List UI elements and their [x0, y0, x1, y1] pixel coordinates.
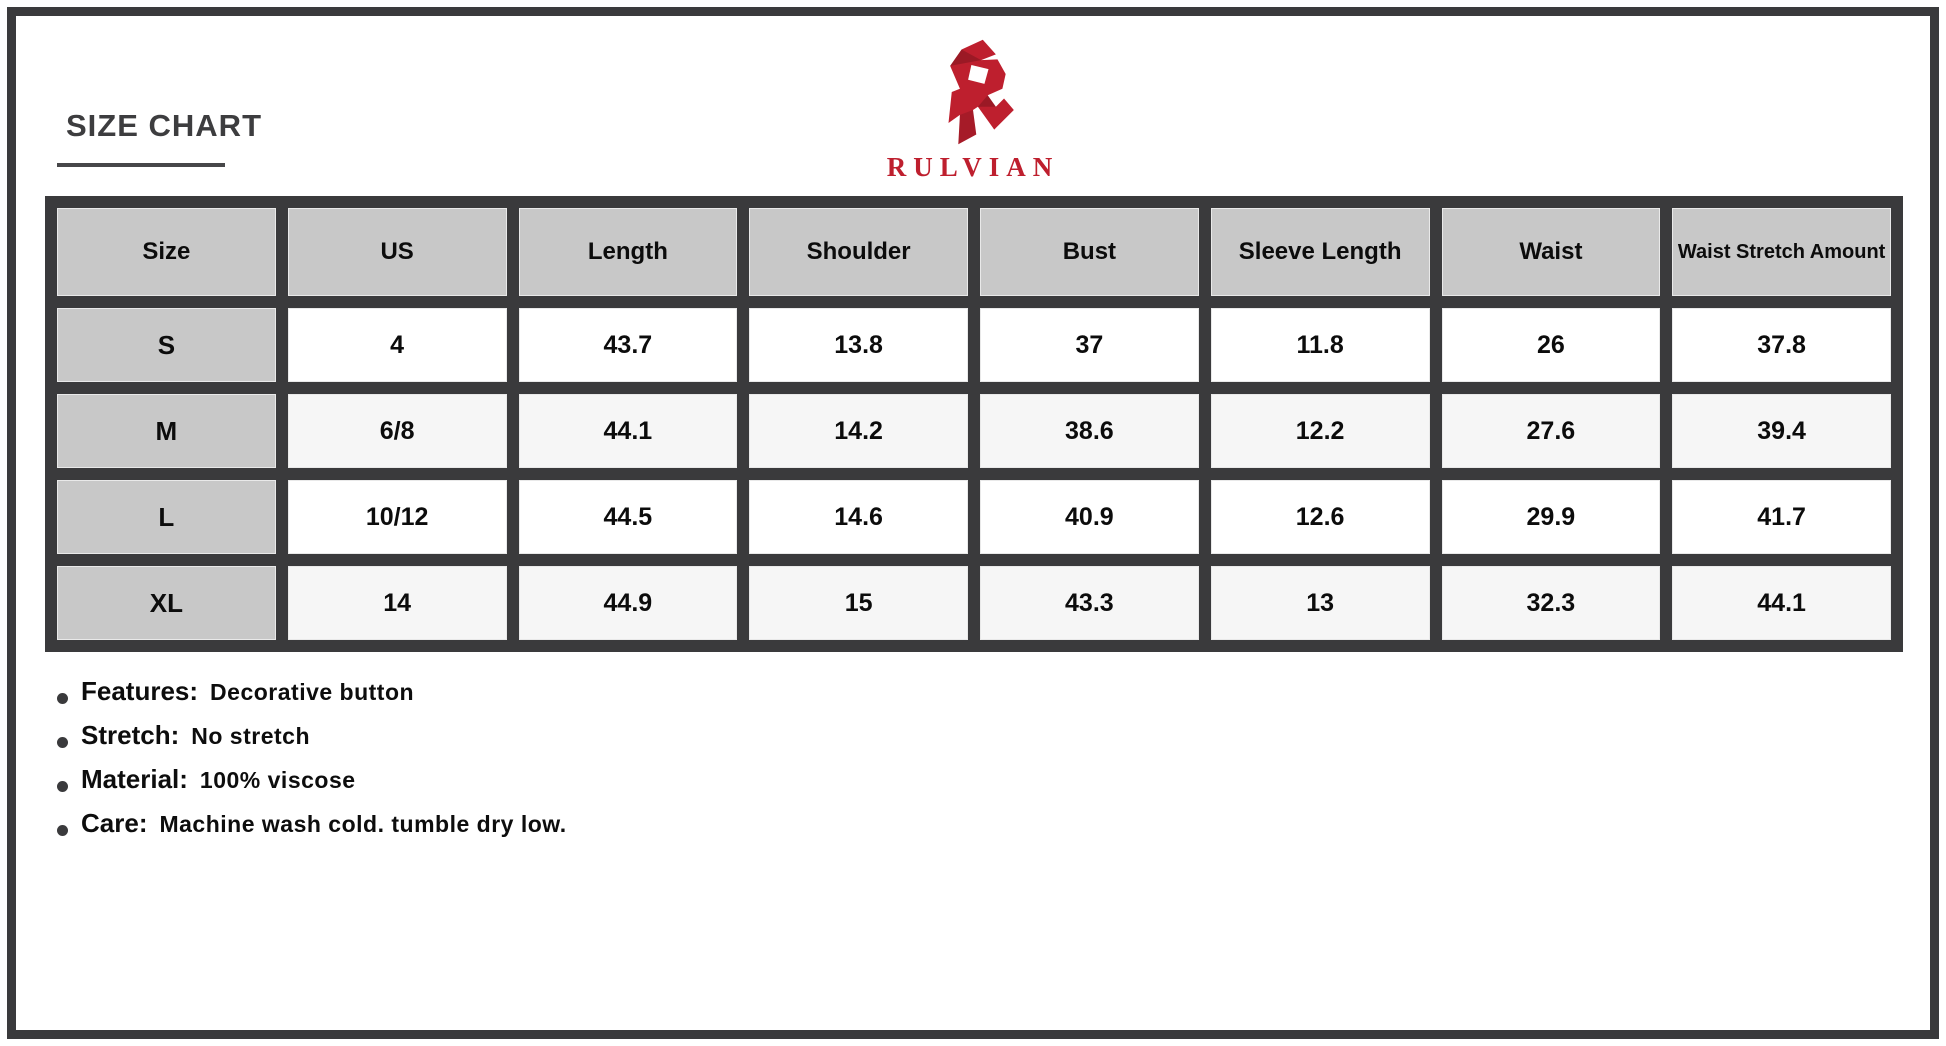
table-header-row: Size US Length Shoulder Bust Sleeve Leng…	[57, 208, 1891, 296]
bullet-icon	[57, 736, 68, 748]
size-label: L	[57, 480, 276, 554]
cell-waist: 26	[1441, 308, 1661, 382]
cell-waist-stretch: 41.7	[1672, 480, 1891, 554]
size-label: S	[57, 308, 276, 382]
detail-stretch: Stretch: No stretch	[57, 720, 567, 764]
cell-waist: 32.3	[1441, 566, 1661, 640]
cell-sleeve-length: 11.8	[1210, 308, 1430, 382]
page-title: SIZE CHART	[66, 108, 262, 143]
header-length: Length	[518, 208, 738, 296]
size-chart-table: Size US Length Shoulder Bust Sleeve Leng…	[45, 196, 1903, 652]
detail-care: Care: Machine wash cold. tumble dry low.	[57, 808, 567, 852]
table-row-s: S 4 43.7 13.8 37 11.8 26 37.8	[57, 308, 1891, 382]
cell-us: 6/8	[287, 394, 507, 468]
cell-sleeve-length: 12.6	[1210, 480, 1430, 554]
cell-waist-stretch: 37.8	[1672, 308, 1891, 382]
header-waist-stretch-amount: Waist Stretch Amount	[1672, 208, 1891, 296]
header-us: US	[287, 208, 507, 296]
header-shoulder: Shoulder	[749, 208, 968, 296]
header-sleeve-length: Sleeve Length	[1210, 208, 1430, 296]
detail-value: Decorative button	[210, 679, 415, 705]
bullet-icon	[57, 780, 68, 792]
cell-shoulder: 14.6	[749, 480, 968, 554]
table-row-m: M 6/8 44.1 14.2 38.6 12.2 27.6 39.4	[57, 394, 1891, 468]
detail-value: No stretch	[191, 723, 310, 749]
rulvian-r-logo-icon	[924, 38, 1022, 146]
cell-length: 44.9	[518, 566, 738, 640]
cell-shoulder: 14.2	[749, 394, 968, 468]
detail-label: Features:	[81, 676, 199, 706]
cell-sleeve-length: 13	[1210, 566, 1430, 640]
brand-logo: RULVIAN	[0, 38, 1946, 183]
table-row-xl: XL 14 44.9 15 43.3 13 32.3 44.1	[57, 566, 1891, 640]
cell-waist-stretch: 44.1	[1672, 566, 1891, 640]
cell-length: 44.1	[518, 394, 738, 468]
detail-material: Material: 100% viscose	[57, 764, 567, 808]
size-label: XL	[57, 566, 276, 640]
cell-bust: 37	[980, 308, 1199, 382]
detail-label: Care:	[81, 808, 148, 838]
cell-waist: 27.6	[1441, 394, 1661, 468]
detail-features: Features: Decorative button	[57, 676, 567, 720]
cell-bust: 38.6	[980, 394, 1199, 468]
size-label: M	[57, 394, 276, 468]
detail-label: Stretch:	[81, 720, 180, 750]
detail-value: 100% viscose	[199, 767, 356, 793]
cell-waist-stretch: 39.4	[1672, 394, 1891, 468]
cell-bust: 40.9	[980, 480, 1199, 554]
cell-length: 43.7	[518, 308, 738, 382]
cell-shoulder: 15	[749, 566, 968, 640]
detail-label: Material:	[81, 764, 188, 794]
cell-shoulder: 13.8	[749, 308, 968, 382]
product-details-list: Features: Decorative button Stretch: No …	[57, 676, 567, 852]
cell-us: 14	[287, 566, 507, 640]
brand-name: RULVIAN	[886, 152, 1060, 182]
cell-us: 4	[287, 308, 507, 382]
header-bust: Bust	[980, 208, 1199, 296]
cell-bust: 43.3	[980, 566, 1199, 640]
title-underline	[57, 163, 225, 167]
detail-value: Machine wash cold. tumble dry low.	[159, 811, 567, 837]
cell-waist: 29.9	[1441, 480, 1661, 554]
table-row-l: L 10/12 44.5 14.6 40.9 12.6 29.9 41.7	[57, 480, 1891, 554]
header-waist: Waist	[1441, 208, 1661, 296]
bullet-icon	[57, 824, 68, 836]
header-size: Size	[57, 208, 276, 296]
cell-length: 44.5	[518, 480, 738, 554]
cell-us: 10/12	[287, 480, 507, 554]
cell-sleeve-length: 12.2	[1210, 394, 1430, 468]
bullet-icon	[57, 692, 68, 704]
